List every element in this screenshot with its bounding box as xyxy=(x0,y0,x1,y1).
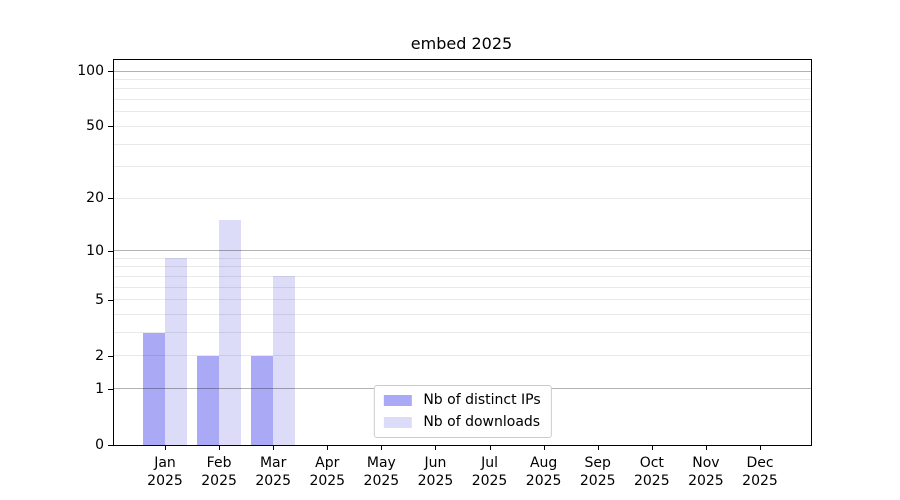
x-tick-mark xyxy=(327,445,329,450)
month-label: May xyxy=(366,455,396,471)
x-tick-mark xyxy=(543,445,545,450)
x-axis-tick-label: Mar 2025 xyxy=(241,454,305,490)
year-label: 2025 xyxy=(688,473,724,489)
bar-distinct-ips-feb xyxy=(197,355,220,445)
chart-title: embed 2025 xyxy=(410,34,513,53)
x-tick-mark xyxy=(273,445,275,450)
gridline-minor xyxy=(114,257,811,259)
y-axis-tick-label: 2 xyxy=(95,347,104,364)
x-axis-tick-label: Oct 2025 xyxy=(620,454,684,490)
gridline-minor xyxy=(114,355,811,357)
year-label: 2025 xyxy=(525,473,562,489)
x-tick-mark xyxy=(705,445,707,450)
gridline-minor xyxy=(114,78,811,80)
gridline-major xyxy=(114,70,811,72)
y-tick-mark xyxy=(108,198,113,200)
bar-downloads-feb xyxy=(219,220,242,445)
month-label: Jan xyxy=(154,455,176,471)
gridline-minor xyxy=(114,266,811,268)
y-tick-mark xyxy=(108,388,113,390)
y-tick-mark xyxy=(108,126,113,128)
legend-label-downloads: Nb of downloads xyxy=(423,414,541,430)
year-label: 2025 xyxy=(633,473,670,489)
gridline-minor xyxy=(114,99,811,101)
x-axis-tick-label: Feb 2025 xyxy=(187,454,251,490)
y-axis-tick-label: 1 xyxy=(95,380,104,397)
month-label: Jul xyxy=(481,455,498,471)
x-axis-tick-label: Dec 2025 xyxy=(728,454,792,490)
y-axis-tick-label: 10 xyxy=(86,242,104,259)
x-axis-tick-label: Sep 2025 xyxy=(566,454,630,490)
month-label: Mar xyxy=(259,455,287,471)
legend-item-distinct-ips: Nb of distinct IPs xyxy=(383,391,541,410)
x-tick-mark xyxy=(165,445,166,450)
y-tick-mark xyxy=(108,299,113,301)
x-axis-tick-label: Apr 2025 xyxy=(295,454,359,490)
year-label: 2025 xyxy=(417,473,454,489)
y-axis-tick-label: 5 xyxy=(95,291,104,308)
x-tick-mark xyxy=(651,445,653,450)
y-tick-mark xyxy=(108,250,113,252)
gridline-minor xyxy=(114,286,811,288)
year-label: 2025 xyxy=(309,473,346,489)
gridline-minor xyxy=(114,332,811,334)
bar-downloads-jan xyxy=(165,258,187,445)
y-axis-tick-label: 100 xyxy=(77,63,104,79)
x-axis-tick-label: Aug 2025 xyxy=(512,454,576,490)
x-axis-tick-label: Jun 2025 xyxy=(403,454,467,490)
plot-area: Nb of distinct IPs Nb of downloads 0 1 2 5 1… xyxy=(77,59,812,489)
x-axis-tick-label: Nov 2025 xyxy=(674,454,738,490)
gridline-minor xyxy=(114,314,811,316)
month-label: Nov xyxy=(692,455,720,471)
legend-swatch-downloads xyxy=(383,417,412,428)
month-label: Sep xyxy=(584,455,611,471)
bar-downloads-mar xyxy=(273,276,296,445)
legend-label-distinct-ips: Nb of distinct IPs xyxy=(423,392,541,408)
month-label: Jun xyxy=(424,455,447,471)
bar-distinct-ips-jan xyxy=(143,332,165,445)
gridline-minor xyxy=(114,88,811,90)
month-label: Aug xyxy=(529,455,558,471)
x-tick-mark xyxy=(489,445,491,450)
year-label: 2025 xyxy=(579,473,616,489)
x-tick-mark xyxy=(381,445,383,450)
legend: Nb of distinct IPs Nb of downloads xyxy=(373,385,552,438)
y-axis-tick-label: 20 xyxy=(86,190,104,207)
x-tick-mark xyxy=(597,445,599,450)
year-label: 2025 xyxy=(255,473,291,489)
x-tick-mark xyxy=(760,445,761,450)
month-label: Feb xyxy=(206,455,232,471)
gridline-major xyxy=(114,250,811,252)
y-tick-mark xyxy=(108,445,113,446)
bar-distinct-ips-mar xyxy=(251,355,274,445)
gridline-minor xyxy=(114,125,811,127)
y-tick-mark xyxy=(108,355,113,357)
month-label: Apr xyxy=(315,455,340,471)
x-tick-mark xyxy=(435,445,437,450)
gridline-minor xyxy=(114,166,811,168)
gridline-minor xyxy=(114,143,811,145)
gridline-minor xyxy=(114,299,811,301)
y-tick-mark xyxy=(108,71,113,72)
month-label: Dec xyxy=(746,455,774,471)
y-axis-tick-label: 0 xyxy=(95,437,104,453)
x-axis-tick-label: May 2025 xyxy=(349,454,413,490)
year-label: 2025 xyxy=(147,473,183,489)
year-label: 2025 xyxy=(363,473,400,489)
month-label: Oct xyxy=(639,455,664,471)
year-label: 2025 xyxy=(201,473,237,489)
legend-swatch-distinct-ips xyxy=(383,395,412,406)
legend-item-downloads: Nb of downloads xyxy=(383,413,540,432)
year-label: 2025 xyxy=(742,473,778,489)
gridline-minor xyxy=(114,275,811,277)
y-axis-tick-label: 50 xyxy=(86,118,104,135)
year-label: 2025 xyxy=(471,473,508,489)
x-tick-mark xyxy=(219,445,221,450)
gridline-minor xyxy=(114,111,811,113)
x-axis-tick-label: Jan 2025 xyxy=(133,454,197,490)
x-axis-tick-label: Jul 2025 xyxy=(458,454,522,490)
gridline-minor xyxy=(114,197,811,199)
